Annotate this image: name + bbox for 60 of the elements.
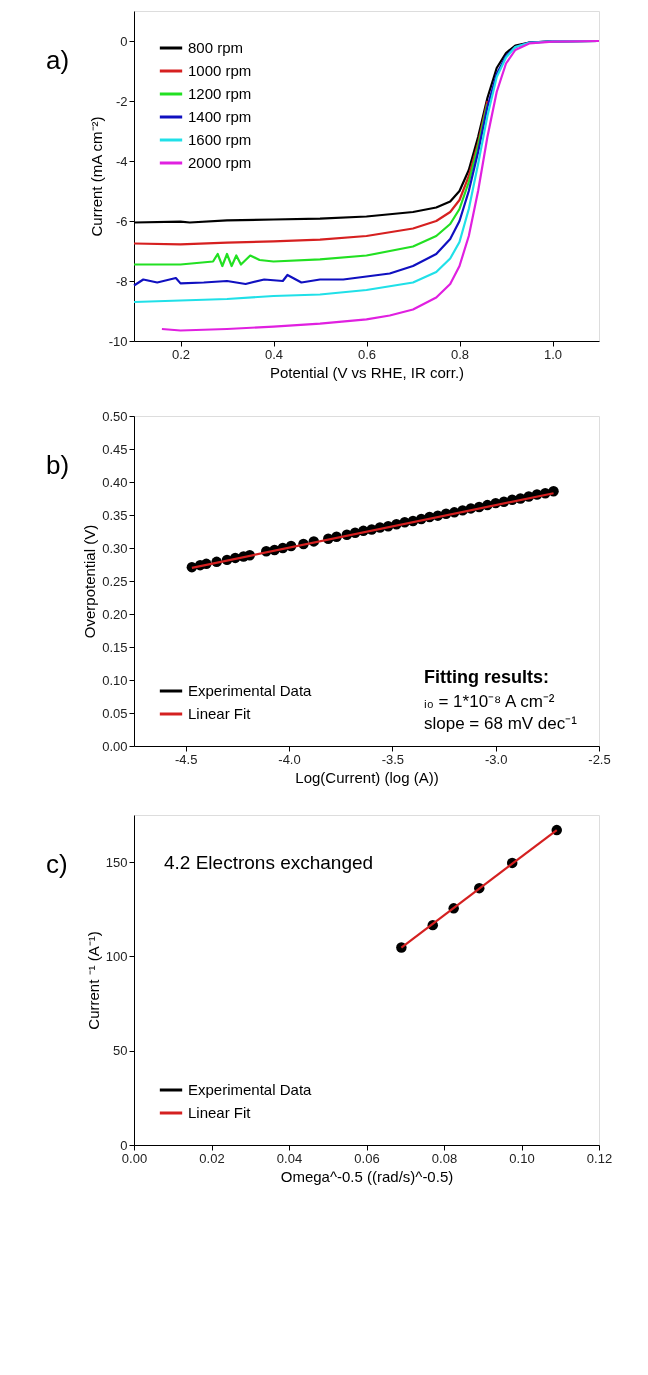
x-tick-label: 1.0 (543, 346, 563, 362)
x-tick-label: -3.0 (484, 751, 508, 767)
x-tick-label: 0.06 (354, 1150, 380, 1166)
y-tick-label: 0.50 (102, 408, 128, 424)
y-tick-label: -2 (115, 93, 128, 109)
y-tick-label: 0.45 (102, 441, 128, 457)
y-tick-label: 0.10 (102, 672, 128, 688)
annotation: 4.2 Electrons exchanged (164, 852, 374, 873)
x-tick-label: -2.5 (588, 751, 611, 767)
legend-label: Experimental Data (188, 1081, 313, 1098)
y-tick-label: 0.35 (102, 507, 128, 523)
x-tick-label: -4.0 (278, 751, 301, 767)
y-tick-label: 0.40 (102, 474, 128, 490)
legend-label: 2000 rpm (188, 154, 252, 171)
x-tick-label: -4.5 (174, 751, 198, 767)
y-tick-label: 0 (120, 1137, 128, 1153)
legend-label: 800 rpm (188, 39, 244, 56)
y-tick-label: 0.30 (102, 540, 128, 556)
y-tick-label: 0.00 (102, 738, 128, 754)
legend-label: 1000 rpm (188, 62, 252, 79)
y-tick-label: 50 (113, 1043, 128, 1059)
annotation: Fitting results: (424, 667, 549, 687)
y-tick-label: 0.05 (102, 705, 128, 721)
y-axis-title: Current ⁻¹ (A⁻¹) (84, 931, 102, 1030)
annotation: ᵢ₀ = 1*10⁻⁸ A cm⁻² (424, 692, 555, 711)
annotation: slope = 68 mV dec⁻¹ (424, 714, 578, 733)
legend-label: Linear Fit (188, 1104, 252, 1121)
y-tick-label: 150 (105, 854, 128, 870)
legend-label: 1600 rpm (188, 131, 252, 148)
x-tick-label: 0.08 (431, 1150, 458, 1166)
y-tick-label: 0.15 (102, 639, 128, 655)
y-tick-label: -4 (115, 153, 128, 169)
legend-label: 1200 rpm (188, 85, 252, 102)
y-axis-title: Overpotential (V) (81, 524, 99, 639)
x-tick-label: 0.10 (509, 1150, 535, 1166)
x-tick-label: 0.4 (264, 346, 284, 362)
x-tick-label: 0.02 (199, 1150, 225, 1166)
x-tick-label: 0.8 (450, 346, 470, 362)
y-tick-label: 100 (105, 948, 128, 964)
y-tick-label: -8 (115, 273, 128, 289)
x-axis-title: Log(Current) (log (A)) (295, 768, 439, 786)
x-tick-label: 0.2 (171, 346, 191, 362)
x-axis-title: Omega^-0.5 ((rad/s)^-0.5) (280, 1167, 454, 1185)
x-tick-label: 0.6 (357, 346, 377, 362)
x-tick-label: 0.04 (276, 1150, 303, 1166)
y-axis-title: Current (mA cm⁻²) (87, 116, 105, 237)
x-tick-label: 0.12 (586, 1150, 613, 1166)
x-axis-title: Potential (V vs RHE, IR corr.) (269, 363, 465, 381)
y-tick-label: 0.25 (102, 573, 128, 589)
y-tick-label: 0 (120, 33, 128, 49)
text: a) (46, 45, 70, 75)
legend-label: Experimental Data (188, 682, 313, 699)
x-tick-label: -3.5 (381, 751, 405, 767)
y-tick-label: -10 (108, 333, 128, 349)
legend-label: Linear Fit (188, 705, 252, 722)
text: b) (46, 450, 70, 480)
legend-label: 1400 rpm (188, 108, 252, 125)
y-tick-label: -6 (115, 213, 128, 229)
text: c) (46, 849, 68, 879)
y-tick-label: 0.20 (102, 606, 128, 622)
